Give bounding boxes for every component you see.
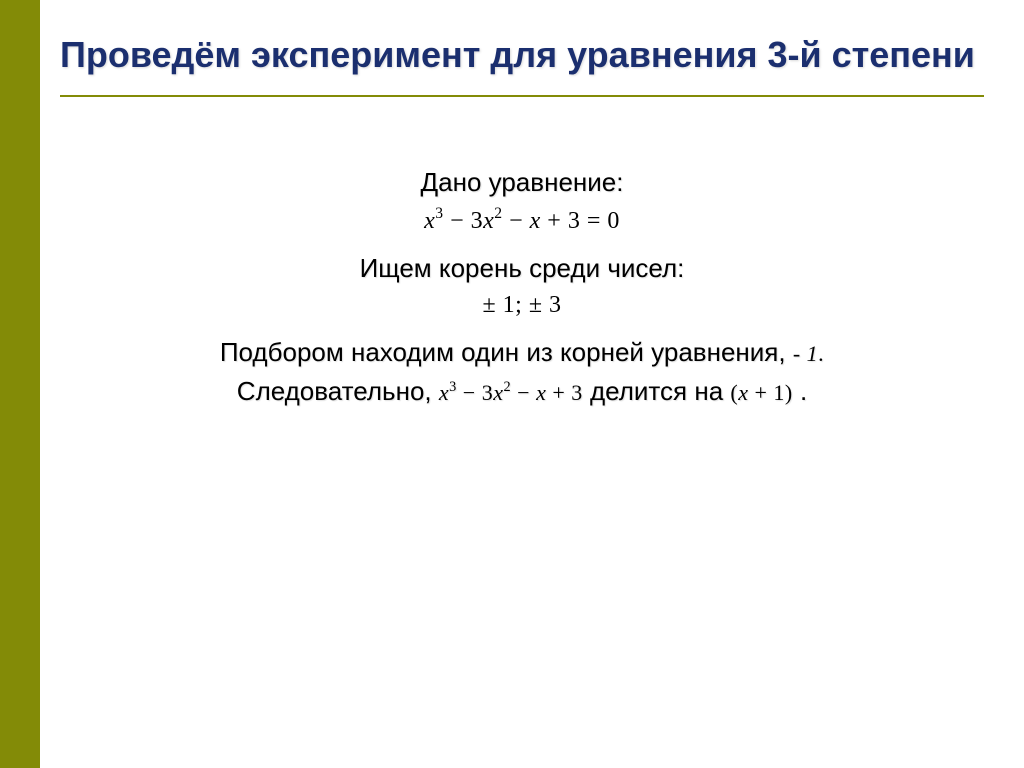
polynomial-inline: x3 − 3x2 − x + 3 — [439, 380, 583, 405]
therefore-line: Следовательно, x3 − 3x2 − x + 3 делится … — [60, 376, 984, 407]
divisor: (x + 1) — [730, 380, 792, 405]
equation: x3 − 3x2 − x + 3 = 0 — [60, 206, 984, 235]
pick-root-line: Подбором находим один из корней уравнени… — [60, 337, 984, 368]
accent-sidebar — [0, 0, 40, 768]
found-root: - 1. — [793, 341, 824, 366]
slide-content: Проведём эксперимент для уравнения 3-й с… — [40, 0, 1024, 768]
therefore-prefix: Следовательно, — [237, 376, 439, 406]
given-label: Дано уравнение: — [60, 167, 984, 198]
slide-title: Проведём эксперимент для уравнения 3-й с… — [60, 0, 984, 95]
search-label: Ищем корень среди чисел: — [60, 253, 984, 284]
final-period: . — [793, 376, 807, 406]
slide-body: Дано уравнение: x3 − 3x2 − x + 3 = 0 Ище… — [60, 97, 984, 407]
pick-prefix: Подбором находим один из корней уравнени… — [220, 337, 793, 367]
candidate-roots: ± 1; ± 3 — [60, 292, 984, 319]
divides-text: делится на — [583, 376, 731, 406]
